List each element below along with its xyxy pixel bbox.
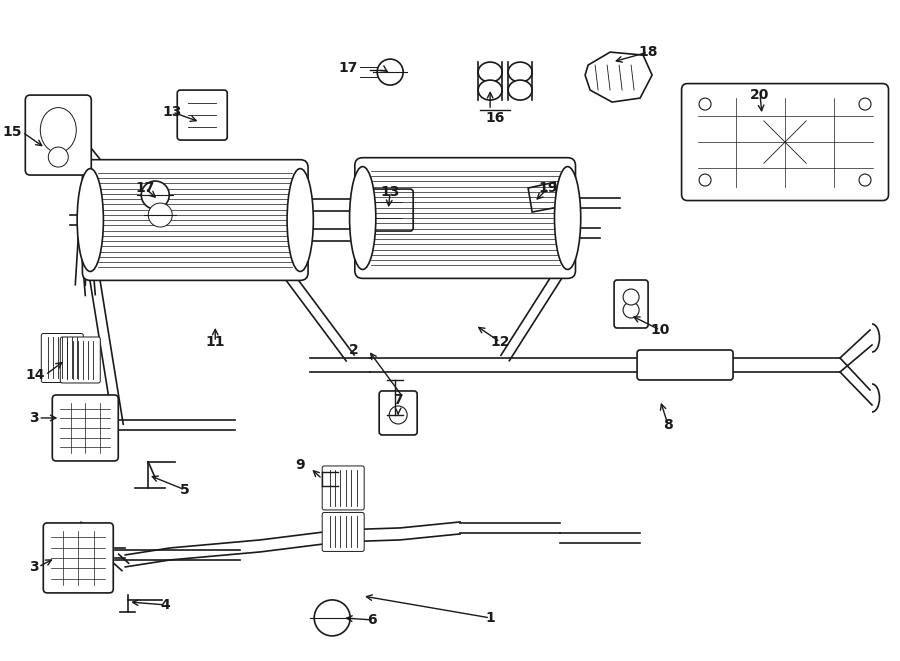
FancyBboxPatch shape bbox=[364, 189, 413, 231]
Ellipse shape bbox=[141, 181, 169, 209]
FancyBboxPatch shape bbox=[25, 95, 91, 175]
Text: 2: 2 bbox=[348, 343, 358, 357]
Ellipse shape bbox=[508, 80, 532, 100]
FancyBboxPatch shape bbox=[322, 466, 364, 510]
Text: 9: 9 bbox=[295, 458, 305, 472]
Polygon shape bbox=[585, 52, 652, 102]
Text: 8: 8 bbox=[663, 418, 673, 432]
FancyBboxPatch shape bbox=[83, 160, 308, 280]
Circle shape bbox=[859, 174, 871, 186]
Circle shape bbox=[623, 302, 639, 318]
FancyBboxPatch shape bbox=[322, 512, 364, 551]
Ellipse shape bbox=[478, 62, 502, 82]
Ellipse shape bbox=[148, 203, 172, 227]
Text: 5: 5 bbox=[180, 483, 190, 497]
FancyBboxPatch shape bbox=[614, 280, 648, 328]
Text: 12: 12 bbox=[491, 335, 510, 349]
FancyBboxPatch shape bbox=[41, 334, 84, 383]
Circle shape bbox=[699, 174, 711, 186]
Ellipse shape bbox=[478, 80, 502, 100]
Text: 13: 13 bbox=[163, 105, 182, 119]
FancyBboxPatch shape bbox=[177, 90, 227, 140]
Text: 19: 19 bbox=[538, 181, 558, 195]
Circle shape bbox=[699, 98, 711, 110]
FancyBboxPatch shape bbox=[43, 523, 113, 593]
Text: 16: 16 bbox=[485, 111, 505, 125]
Text: 10: 10 bbox=[651, 323, 670, 337]
Text: 3: 3 bbox=[29, 560, 39, 574]
Text: 11: 11 bbox=[205, 335, 225, 349]
FancyBboxPatch shape bbox=[379, 391, 418, 435]
Ellipse shape bbox=[377, 59, 403, 85]
Circle shape bbox=[49, 147, 68, 167]
Text: 17: 17 bbox=[338, 61, 358, 75]
FancyBboxPatch shape bbox=[637, 350, 733, 380]
Text: 14: 14 bbox=[26, 368, 45, 382]
Text: 15: 15 bbox=[3, 125, 22, 139]
Ellipse shape bbox=[508, 62, 532, 82]
Ellipse shape bbox=[349, 167, 376, 270]
FancyBboxPatch shape bbox=[681, 83, 888, 200]
Circle shape bbox=[389, 406, 407, 424]
Text: 7: 7 bbox=[393, 393, 403, 407]
FancyBboxPatch shape bbox=[52, 395, 118, 461]
Polygon shape bbox=[528, 182, 558, 212]
Text: 20: 20 bbox=[751, 88, 770, 102]
FancyBboxPatch shape bbox=[60, 337, 100, 383]
Ellipse shape bbox=[554, 167, 580, 270]
Ellipse shape bbox=[287, 169, 313, 272]
Ellipse shape bbox=[77, 169, 104, 272]
Text: 13: 13 bbox=[381, 185, 400, 199]
Text: 1: 1 bbox=[485, 611, 495, 625]
Ellipse shape bbox=[314, 600, 350, 636]
Text: 4: 4 bbox=[160, 598, 170, 612]
Text: 3: 3 bbox=[29, 411, 39, 425]
Ellipse shape bbox=[40, 108, 76, 153]
Text: 6: 6 bbox=[367, 613, 377, 627]
Circle shape bbox=[623, 289, 639, 305]
Text: 17: 17 bbox=[136, 181, 155, 195]
Text: 18: 18 bbox=[638, 45, 658, 59]
Circle shape bbox=[859, 98, 871, 110]
FancyBboxPatch shape bbox=[355, 158, 575, 278]
